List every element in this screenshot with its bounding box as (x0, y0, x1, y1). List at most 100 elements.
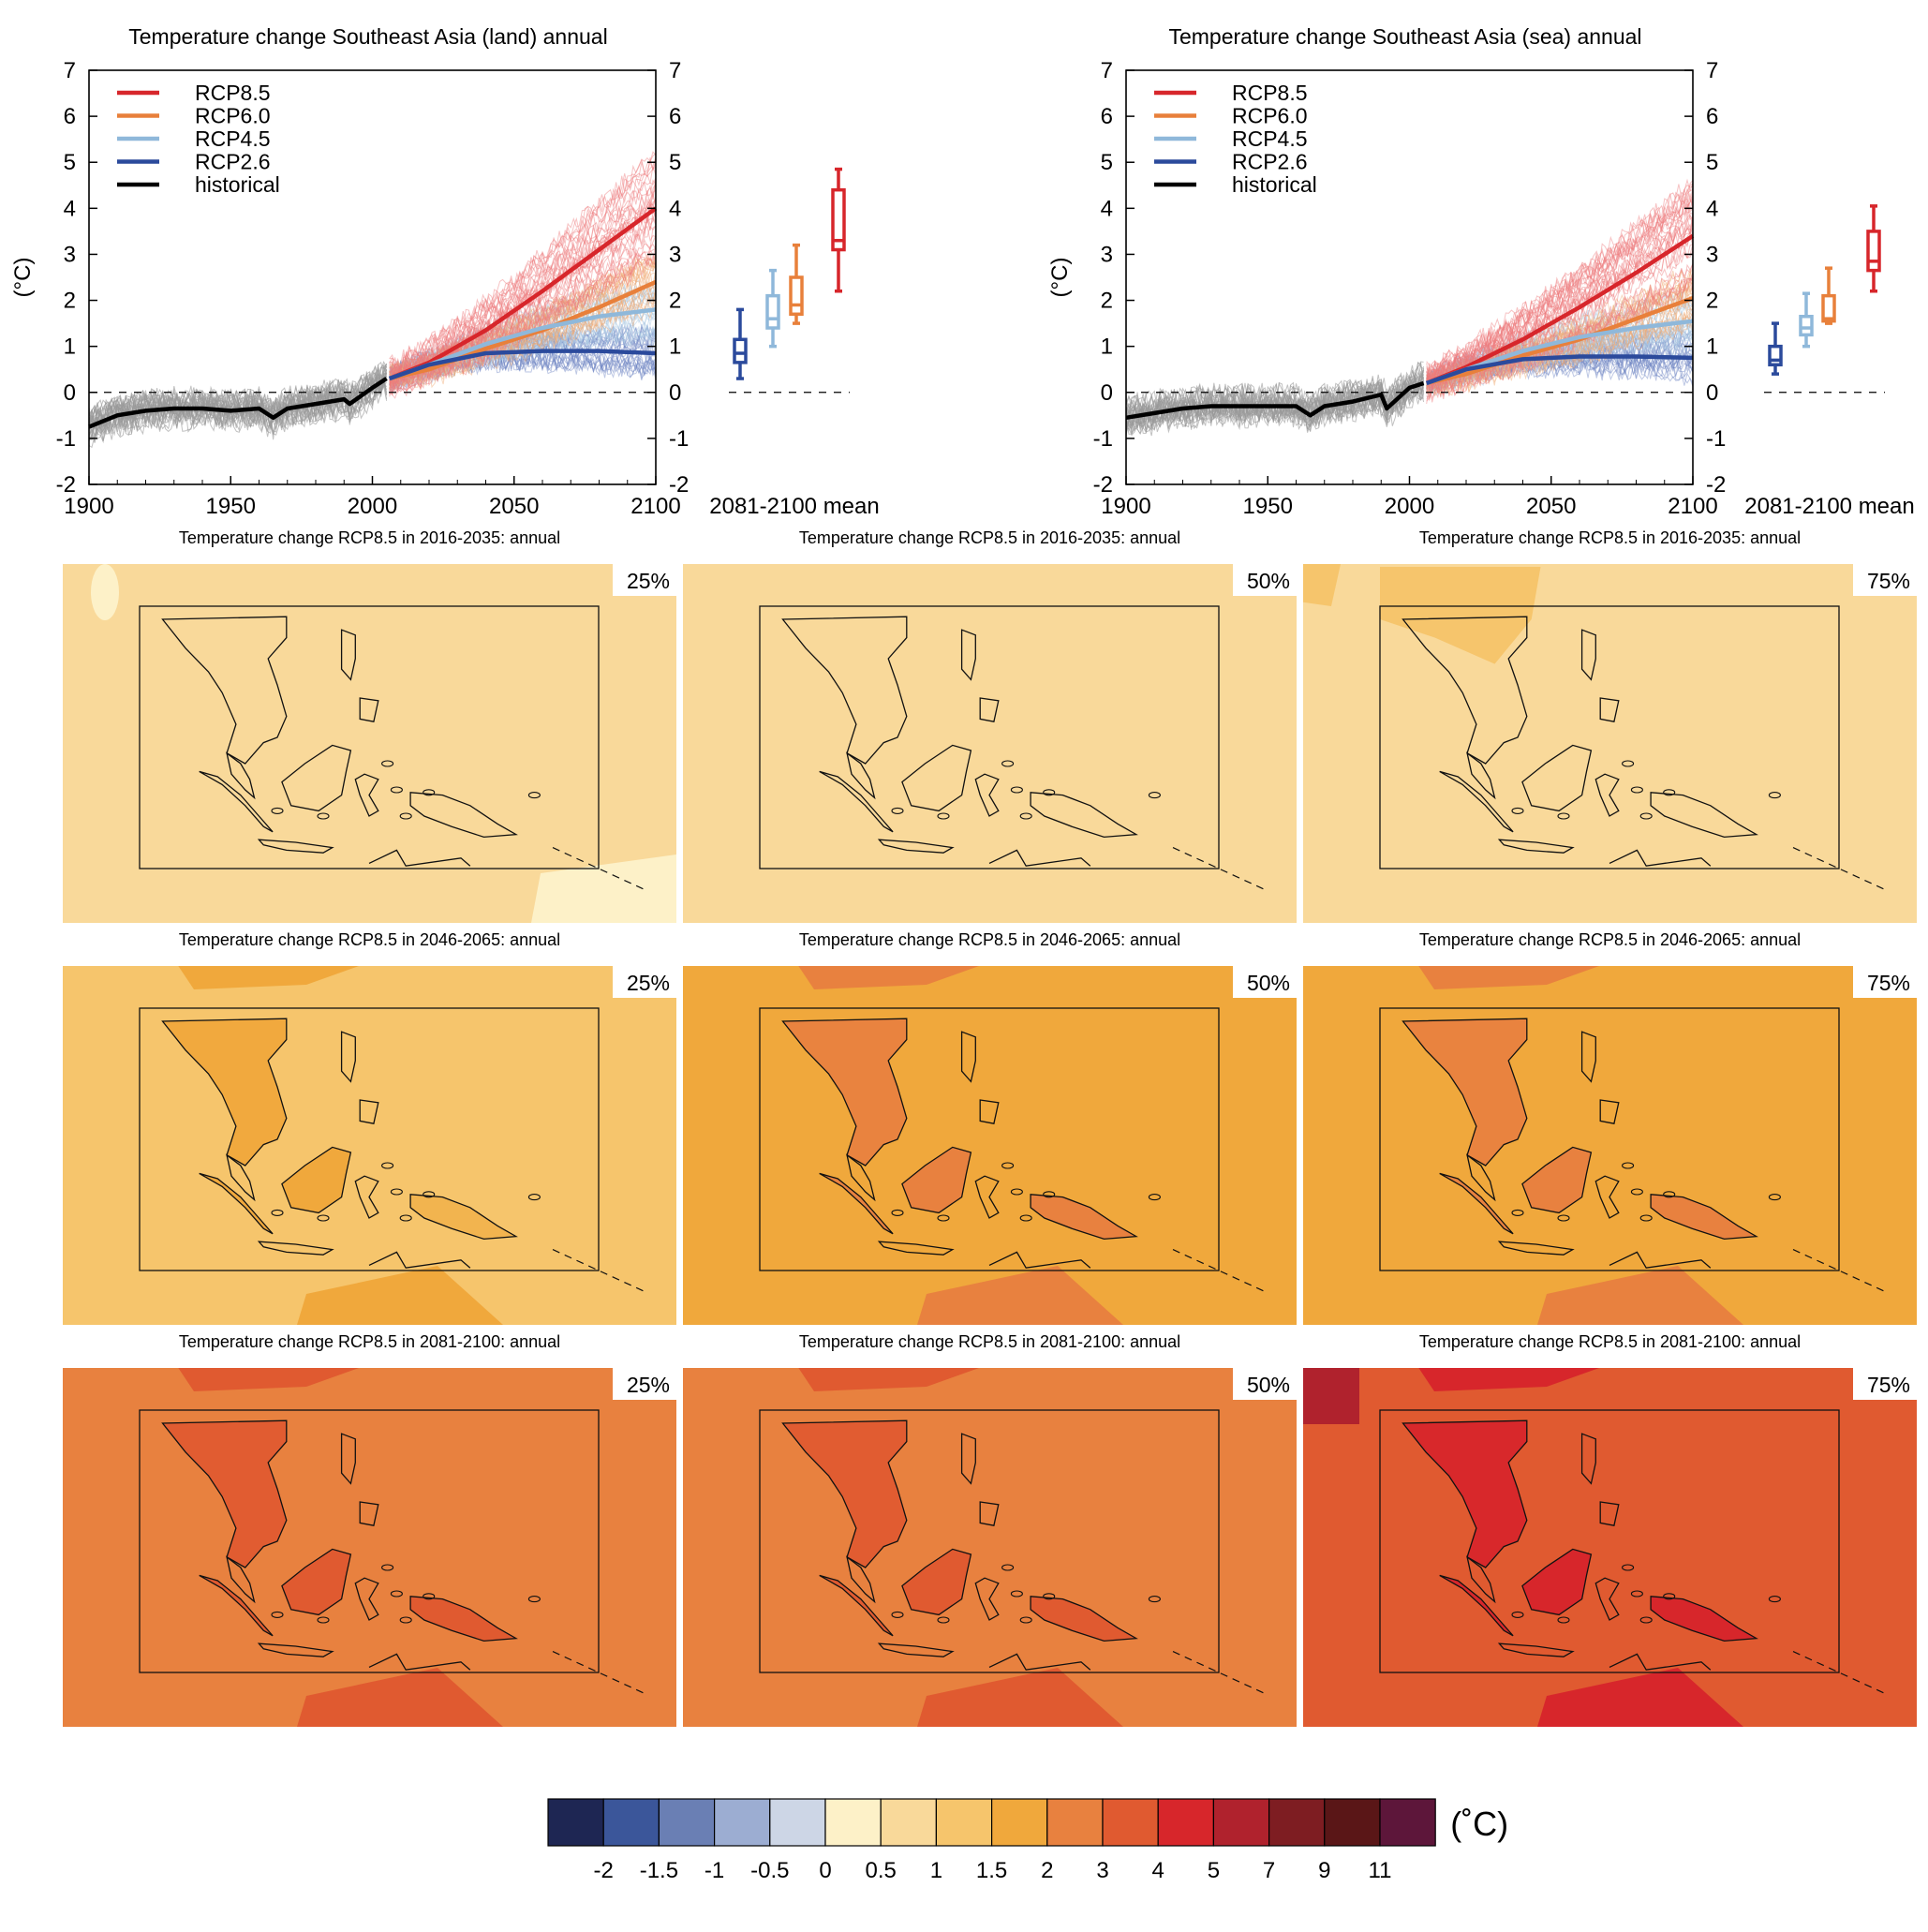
rcp85-member-line (1426, 263, 1693, 400)
coastline-malay (1466, 751, 1496, 800)
coastline-australia (1609, 849, 1712, 867)
coastline-australia (988, 1653, 1091, 1671)
island-outline (937, 1616, 950, 1624)
dashed-boundary (1792, 1651, 1886, 1694)
coastline-newguinea (409, 792, 518, 839)
rcp60-member-line (389, 290, 656, 388)
rcp45-member-line (389, 323, 656, 381)
x-tick-label: 2050 (1526, 494, 1576, 519)
map-panel: Temperature change RCP8.5 in 2016-2035: … (683, 528, 1297, 923)
coastline-sulawesi (974, 773, 1000, 817)
island-outline (1148, 1596, 1161, 1603)
dashed-boundary (1172, 1651, 1266, 1694)
map-contour-patch (410, 1596, 516, 1642)
colorbar-unit: (˚C) (1450, 1805, 1508, 1843)
map-panel: Temperature change RCP8.5 in 2046-2065: … (1303, 930, 1917, 1325)
region-box (1379, 1007, 1840, 1271)
rcp85-member-line (1426, 193, 1693, 382)
island-outline (390, 1590, 403, 1598)
rcp60-member-line (389, 279, 656, 389)
island-outline (381, 760, 394, 767)
island-outline (381, 1564, 394, 1571)
rcp60-member-line (389, 304, 656, 391)
coastline-java (1497, 839, 1575, 854)
island-outline (1622, 1162, 1635, 1169)
rcp26-member-line (1426, 353, 1693, 394)
rcp85-member-line (1426, 216, 1693, 389)
map-contour-patch (901, 1549, 971, 1615)
island-outline (1043, 1191, 1056, 1198)
region-box (759, 1409, 1220, 1673)
y-tick-label: 6 (64, 104, 76, 129)
legend-label: historical (195, 172, 280, 197)
y-tick-label: 2 (1101, 289, 1113, 314)
island-outline (1148, 1194, 1161, 1201)
map-title: Temperature change RCP8.5 in 2081-2100: … (179, 1332, 560, 1351)
legend-label: RCP6.0 (1232, 104, 1308, 128)
map-contour-patch (1537, 1266, 1743, 1325)
rcp85-member-line (389, 247, 656, 394)
rcp60-member-line (1426, 316, 1693, 397)
colorbar-cell (880, 1798, 938, 1847)
map-contour-patch (281, 1147, 351, 1213)
island-outline (1001, 760, 1015, 767)
rcp60-member-line (389, 252, 656, 384)
percentile-badge (1853, 564, 1917, 596)
rcp60-member-line (1426, 268, 1693, 389)
x-tick-label: 2100 (630, 494, 680, 519)
percentile-label: 25% (627, 971, 670, 995)
coastline-sumatra (819, 1574, 894, 1637)
island-outline (937, 812, 950, 820)
coastline-australia (368, 849, 471, 867)
rcp85-member-line (389, 156, 656, 374)
coastline-indochina (161, 616, 288, 765)
box-body (1768, 344, 1783, 367)
box-body (765, 293, 780, 330)
coastline-indochina (781, 1419, 908, 1568)
map-contour-patch (1537, 1668, 1743, 1727)
y-tick-label-right: 5 (669, 150, 681, 175)
island-outline (1663, 1593, 1676, 1600)
coastline-malay (846, 1153, 876, 1202)
colorbar-cell (1324, 1798, 1381, 1847)
coastline-sumatra (1439, 770, 1514, 833)
historical-member-line (1126, 361, 1424, 417)
historical-member-line (1126, 381, 1425, 437)
coastline-newguinea (1650, 792, 1758, 839)
map-field (683, 564, 1297, 923)
rcp85-member-line (389, 235, 656, 397)
map-contour-patch (1031, 1596, 1136, 1642)
dashed-boundary (552, 1249, 645, 1292)
y-tick-label-right: 6 (669, 104, 681, 129)
rcp45-member-line (1426, 311, 1693, 387)
map-contour-patch (178, 966, 359, 989)
island-outline (1622, 760, 1635, 767)
island-outline (1630, 1188, 1643, 1196)
coastline-phil_mind (979, 1099, 1000, 1124)
chart-title: Temperature change Southeast Asia (land)… (128, 24, 607, 49)
rcp60-member-line (1426, 310, 1693, 395)
colorbar-label: 1 (930, 1858, 942, 1883)
colorbar-cell (602, 1798, 660, 1847)
y-tick-label: 2 (64, 289, 76, 314)
colorbar-label: 7 (1263, 1858, 1275, 1883)
coastline-sumatra (1439, 1172, 1514, 1235)
y-tick-label: -1 (56, 426, 76, 452)
island-outline (271, 1209, 284, 1216)
coastline-phil_luzon (1580, 1433, 1596, 1485)
x-tick-label: 1900 (1101, 494, 1150, 519)
rcp26-member-line (389, 332, 656, 383)
coastline-phil_mind (1599, 1099, 1620, 1124)
island-outline (317, 1214, 330, 1222)
coastline-sumatra (199, 770, 274, 833)
rcp45-member-line (1426, 291, 1693, 386)
coastline-sulawesi (974, 1577, 1000, 1621)
island-outline (271, 807, 284, 814)
dashed-boundary (1172, 847, 1266, 890)
coastline-java (877, 1642, 955, 1657)
y-tick-label: 0 (64, 380, 76, 406)
x-tick-label: 2000 (1385, 494, 1434, 519)
rcp85-member-line (389, 161, 656, 371)
dashed-boundary (1172, 1249, 1266, 1292)
coastline-borneo (281, 1146, 352, 1214)
